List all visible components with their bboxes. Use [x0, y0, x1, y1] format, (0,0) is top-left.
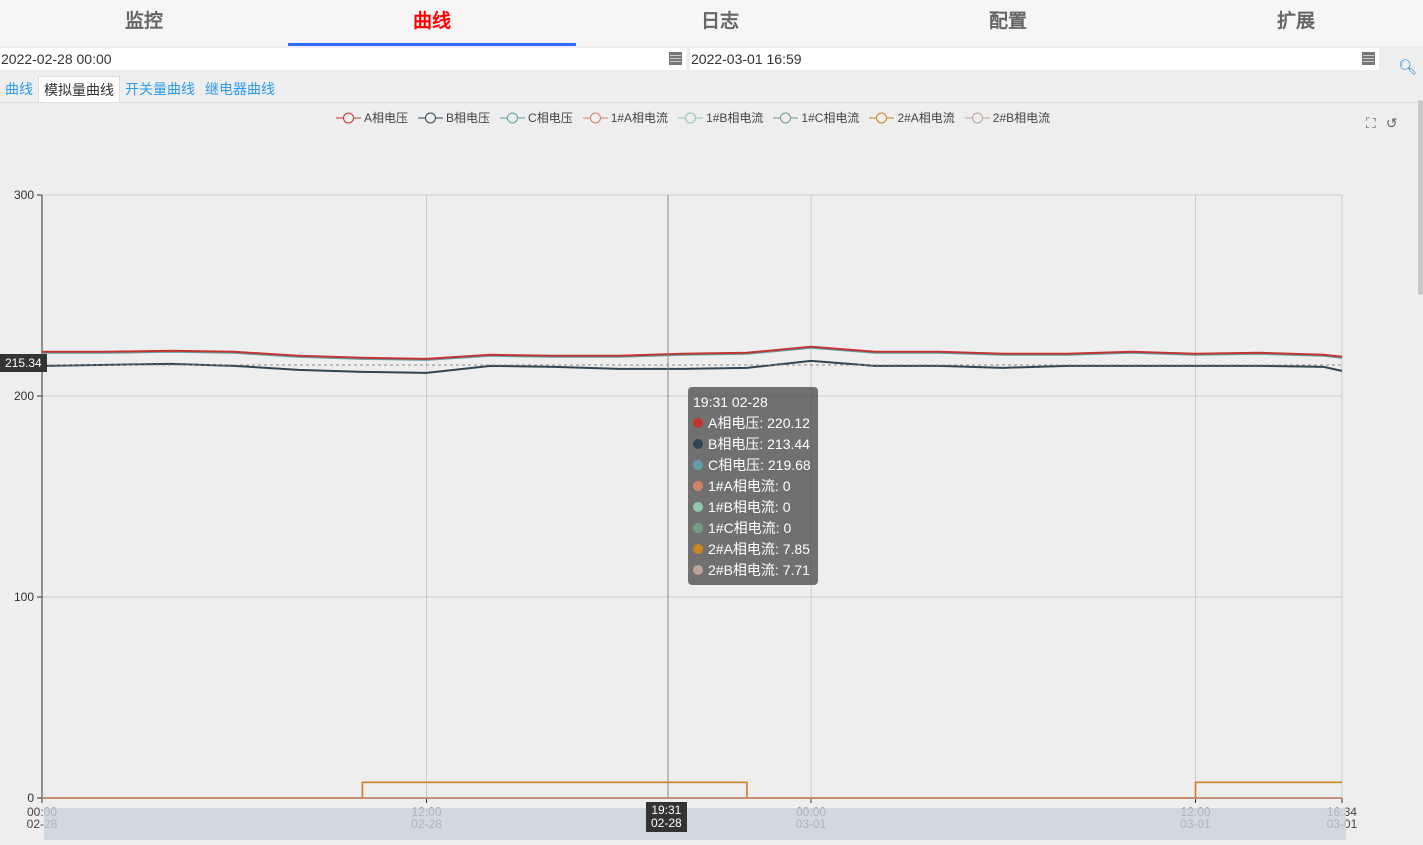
- series-line: [42, 781, 1342, 799]
- tooltip-row: 2#B相电流: 7.71: [693, 560, 813, 581]
- main-nav: 监控 曲线 日志 配置 扩展: [0, 0, 1423, 46]
- tooltip-row: A相电压: 220.12: [693, 413, 813, 434]
- series-dot-icon: [693, 439, 703, 449]
- legend-marker-icon: [336, 112, 361, 123]
- series-line: [42, 346, 1343, 361]
- end-date-value: 2022-03-01 16:59: [691, 51, 802, 67]
- y-tick-label: 200: [14, 389, 34, 403]
- tooltip-row: 1#B相电流: 0: [693, 497, 813, 518]
- tooltip-value: 1#A相电流: 0: [708, 478, 791, 494]
- legend-item[interactable]: 2#A相电流: [869, 109, 955, 126]
- y-tick-label: 300: [14, 188, 34, 202]
- nav-config[interactable]: 配置: [988, 11, 1027, 32]
- series-dot-icon: [693, 544, 703, 554]
- end-date-input[interactable]: 2022-03-01 16:59: [690, 48, 1379, 70]
- legend-marker-icon: [964, 112, 990, 123]
- series-line: [41, 359, 1343, 374]
- search-icon[interactable]: 🔍︎: [1398, 59, 1418, 76]
- divider: [0, 102, 1423, 103]
- legend-marker-icon: [773, 112, 799, 123]
- legend-marker-icon: [418, 112, 444, 123]
- tooltip: 19:31 02-28 A相电压: 220.12 B相电压: 213.44 C相电压…: [688, 387, 818, 585]
- series-line: [42, 781, 1342, 799]
- start-date-value: 2022-02-28 00:00: [1, 51, 112, 67]
- tab-switch-curve[interactable]: 开关量曲线: [125, 81, 195, 97]
- nav-extend[interactable]: 扩展: [1276, 11, 1315, 32]
- legend-marker-icon: [500, 112, 526, 123]
- tooltip-title: 19:31 02-28: [693, 394, 768, 410]
- legend-item[interactable]: A相电压: [336, 109, 408, 126]
- chart-toolbox: ⛶↺: [1366, 115, 1408, 132]
- legend-item[interactable]: B相电压: [418, 109, 490, 126]
- legend-label: 1#C相电流: [801, 111, 860, 125]
- sub-tabs: 曲线 模拟量曲线 开关量曲线 继电器曲线: [0, 76, 280, 102]
- legend-item[interactable]: 1#B相电流: [678, 109, 763, 126]
- legend-label: 1#B相电流: [706, 111, 764, 125]
- series-dot-icon: [693, 418, 703, 428]
- series-dot-icon: [693, 523, 703, 533]
- legend-label: 2#B相电流: [992, 111, 1051, 125]
- tooltip-value: 1#B相电流: 0: [708, 499, 791, 515]
- nav-log[interactable]: 日志: [700, 11, 739, 32]
- series-dot-icon: [693, 481, 703, 491]
- calendar-icon[interactable]: [669, 52, 682, 65]
- y-tick-label: 100: [14, 590, 34, 604]
- restore-icon[interactable]: ↺: [1385, 115, 1408, 131]
- calendar-icon[interactable]: [1362, 52, 1375, 65]
- legend-label: 2#A相电流: [897, 111, 955, 125]
- series-dot-icon: [693, 565, 703, 575]
- chart-legend: A相电压 B相电压 C相电压 1#A相电流 1#B相电流 1#C相电流 2#A相电流 2#B相…: [336, 109, 1060, 126]
- tooltip-row: 2#A相电流: 7.85: [693, 539, 813, 560]
- data-zoom-slider: [44, 808, 1346, 840]
- tooltip-row: 1#C相电流: 0: [693, 518, 813, 539]
- zoom-icon[interactable]: ⛶: [1366, 115, 1386, 131]
- legend-item[interactable]: C相电压: [500, 109, 573, 126]
- tooltip-row: 1#A相电流: 0: [693, 476, 813, 497]
- series-dot-icon: [693, 502, 703, 512]
- tooltip-value: A相电压: 220.12: [708, 415, 810, 431]
- legend-marker-icon: [678, 112, 704, 123]
- scrollbar[interactable]: [1418, 100, 1423, 295]
- legend-item[interactable]: 1#A相电流: [582, 109, 669, 126]
- pointer-date: 02-28: [651, 816, 682, 830]
- legend-label: C相电压: [528, 111, 573, 125]
- tab-relay-curve[interactable]: 继电器曲线: [205, 81, 275, 97]
- y-tick-label: 0: [27, 791, 34, 805]
- legend-item[interactable]: 2#B相电流: [964, 109, 1051, 126]
- axis-pointer-y-label: 215.34: [0, 354, 47, 372]
- pointer-time: 19:31: [651, 803, 682, 817]
- legend-label: B相电压: [446, 111, 491, 125]
- nav-curve[interactable]: 曲线: [288, 0, 576, 46]
- tooltip-row: C相电压: 219.68: [693, 455, 813, 476]
- tab-analog-curve[interactable]: 模拟量曲线: [38, 76, 120, 102]
- tooltip-value: B相电压: 213.44: [708, 436, 810, 452]
- tab-curve[interactable]: 曲线: [5, 81, 33, 97]
- tooltip-value: 1#C相电流: 0: [708, 520, 792, 536]
- legend-label: 1#A相电流: [610, 111, 669, 125]
- legend-label: A相电压: [364, 111, 409, 125]
- series-line: [42, 345, 1343, 360]
- tooltip-value: 2#B相电流: 7.71: [708, 562, 810, 578]
- legend-marker-icon: [582, 112, 608, 123]
- start-date-input[interactable]: 2022-02-28 00:00: [0, 48, 686, 70]
- nav-monitor[interactable]: 监控: [124, 11, 163, 32]
- tooltip-value: C相电压: 219.68: [708, 457, 811, 473]
- tooltip-value: 2#A相电流: 7.85: [708, 541, 810, 557]
- axis-pointer-x-label: 19:31 02-28: [646, 802, 687, 832]
- legend-item[interactable]: 1#C相电流: [773, 109, 859, 126]
- legend-marker-icon: [869, 112, 895, 123]
- series-dot-icon: [693, 460, 703, 470]
- tooltip-row: B相电压: 213.44: [693, 434, 813, 455]
